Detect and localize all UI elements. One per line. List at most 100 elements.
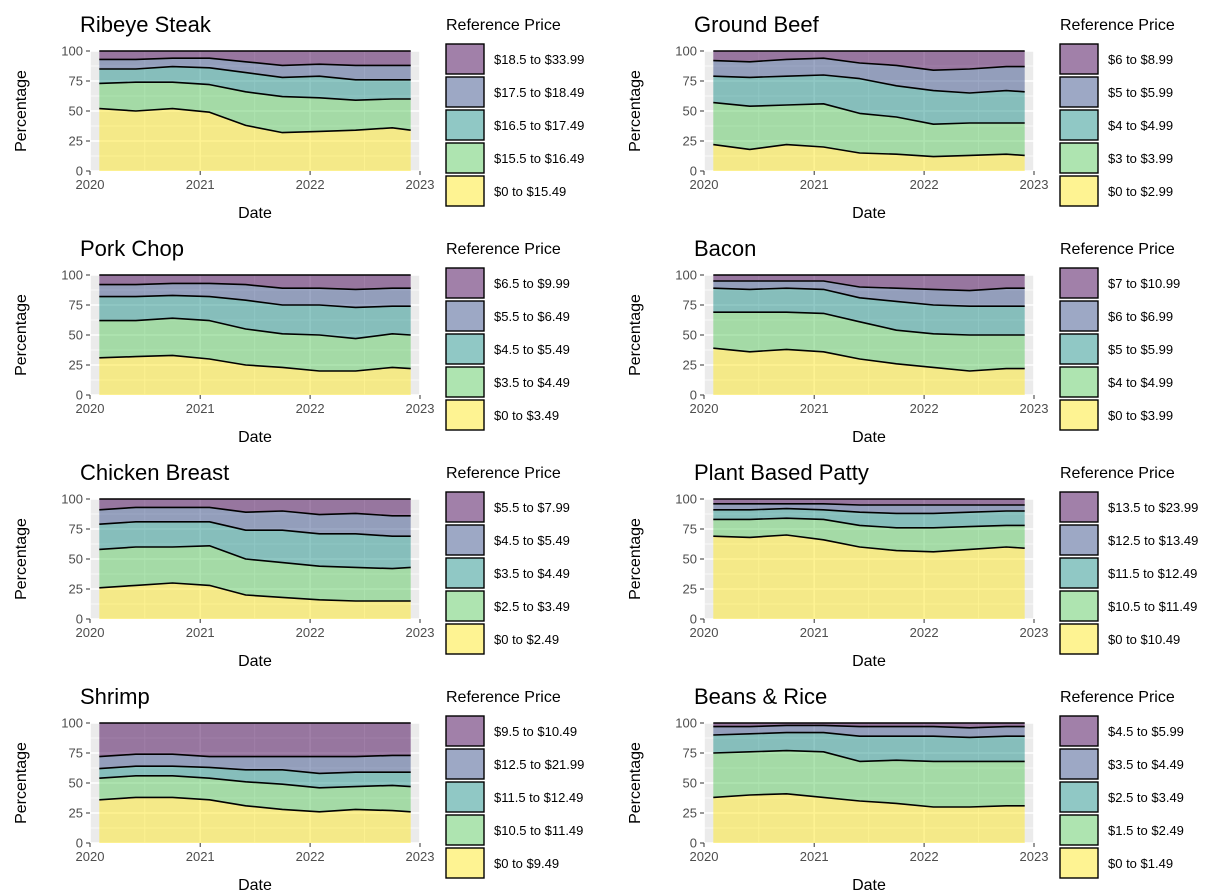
legend-swatch: [445, 109, 485, 141]
series-line: [99, 521, 411, 537]
legend-label: $6 to $6.99: [1108, 309, 1173, 324]
x-tick-label: 2020: [76, 849, 105, 864]
series-line: [99, 753, 411, 758]
legend-swatch: [1059, 623, 1099, 655]
legend-label: $12.5 to $21.99: [494, 757, 584, 772]
area-band: [99, 51, 411, 66]
area-band: [99, 775, 411, 812]
series-line: [713, 749, 1025, 763]
area-band: [99, 58, 411, 80]
series-line: [99, 582, 411, 602]
y-axis-label: Percentage: [13, 294, 30, 376]
area-band: [99, 723, 411, 757]
chart-svg: Ground Beef 0 25 50 75 100 2020 2021 2022 2023 Dat…: [627, 12, 1175, 222]
legend-swatch: [1059, 524, 1099, 556]
series-line: [713, 74, 1025, 94]
legend-label: $3.5 to $4.49: [494, 566, 570, 581]
legend-label: $13.5 to $23.99: [1108, 500, 1198, 515]
legend-label: $2.5 to $3.49: [494, 599, 570, 614]
area-band: [713, 275, 1025, 291]
legend-label: $11.5 to $12.49: [1108, 566, 1197, 581]
y-tick-label: 75: [683, 522, 697, 537]
series-line: [713, 517, 1025, 529]
legend-label: $4.5 to $5.49: [494, 533, 570, 548]
series-line: [713, 347, 1025, 372]
x-axis-label: Date: [238, 877, 272, 894]
y-tick-label: 100: [61, 492, 83, 507]
y-tick-label: 50: [69, 552, 83, 567]
x-tick-label: 2021: [186, 625, 215, 640]
legend-swatch: [1059, 814, 1099, 846]
x-axis-label: Date: [852, 877, 886, 894]
legend-swatch: [445, 399, 485, 431]
y-tick-label: 25: [69, 582, 83, 597]
y-tick-label: 50: [69, 776, 83, 791]
x-tick-label: 2021: [800, 177, 829, 192]
x-tick-label: 2022: [296, 849, 325, 864]
series-line: [99, 796, 411, 813]
area-band: [99, 108, 411, 171]
legend-label: $0 to $15.49: [494, 184, 566, 199]
x-tick-label: 2021: [186, 849, 215, 864]
area-band: [713, 75, 1025, 125]
y-tick-label: 50: [683, 104, 697, 119]
y-tick-label: 100: [61, 44, 83, 59]
series-line: [99, 506, 411, 517]
x-tick-label: 2021: [800, 401, 829, 416]
legend-swatch: [445, 623, 485, 655]
y-axis-label: Percentage: [627, 70, 644, 152]
chart-title: Ribeye Steak: [80, 12, 212, 37]
legend-swatch: [1059, 175, 1099, 207]
chart-title: Chicken Breast: [80, 460, 229, 485]
legend-label: $0 to $9.49: [494, 856, 559, 871]
y-tick-label: 0: [690, 836, 697, 851]
legend-label: $0 to $3.49: [494, 408, 559, 423]
legend-swatch: [445, 175, 485, 207]
chart-svg: Chicken Breast 0 25 50 75 100 2020 2021 2022 2023…: [13, 460, 570, 670]
area-band: [713, 102, 1025, 157]
chart-svg: Bacon 0 25 50 75 100 2020 2021 2022 2023 Date Perce…: [627, 236, 1180, 446]
area-band: [99, 499, 411, 516]
legend-swatch: [1059, 43, 1099, 75]
legend-swatch: [445, 847, 485, 879]
legend-swatch: [445, 715, 485, 747]
chart-panel: Shrimp 0 25 50 75 100 2020 2021 2022 2023 Date Perc…: [0, 672, 614, 896]
legend-label: $9.5 to $10.49: [494, 724, 577, 739]
legend-title: Reference Price: [1060, 17, 1175, 34]
series-line: [99, 65, 411, 81]
legend-label: $4 to $4.99: [1108, 118, 1173, 133]
x-tick-label: 2022: [910, 177, 939, 192]
chart-title: Beans & Rice: [694, 684, 827, 709]
legend-swatch: [1059, 267, 1099, 299]
x-tick-label: 2020: [76, 401, 105, 416]
legend-swatch: [1059, 76, 1099, 108]
legend-label: $3.5 to $4.49: [1108, 757, 1184, 772]
series-line: [713, 793, 1025, 808]
legend-swatch: [1059, 300, 1099, 332]
series-line: [99, 107, 411, 134]
legend-swatch: [445, 748, 485, 780]
series-line: [99, 545, 411, 570]
y-tick-label: 75: [69, 522, 83, 537]
legend-swatch: [445, 366, 485, 398]
legend-label: $2.5 to $3.49: [1108, 790, 1184, 805]
legend-swatch: [1059, 715, 1099, 747]
legend-title: Reference Price: [446, 241, 561, 258]
y-axis-label: Percentage: [13, 70, 30, 152]
legend-label: $16.5 to $17.49: [494, 118, 584, 133]
x-tick-label: 2023: [1020, 625, 1049, 640]
x-tick-label: 2020: [690, 401, 719, 416]
area-band: [99, 82, 411, 133]
y-tick-label: 0: [76, 836, 83, 851]
chart-svg: Ribeye Steak 0 25 50 75 100 2020 2021 2022 2023 Da…: [13, 12, 584, 222]
x-tick-label: 2020: [690, 177, 719, 192]
chart-panel: Pork Chop 0 25 50 75 100 2020 2021 2022 2023 Date P…: [0, 224, 614, 448]
y-axis-label: Percentage: [627, 518, 644, 600]
legend-swatch: [445, 333, 485, 365]
chart-title: Ground Beef: [694, 12, 820, 37]
x-tick-label: 2023: [406, 177, 435, 192]
y-axis-label: Percentage: [627, 294, 644, 376]
legend-swatch: [445, 76, 485, 108]
legend-label: $4.5 to $5.99: [1108, 724, 1184, 739]
y-tick-label: 25: [69, 806, 83, 821]
